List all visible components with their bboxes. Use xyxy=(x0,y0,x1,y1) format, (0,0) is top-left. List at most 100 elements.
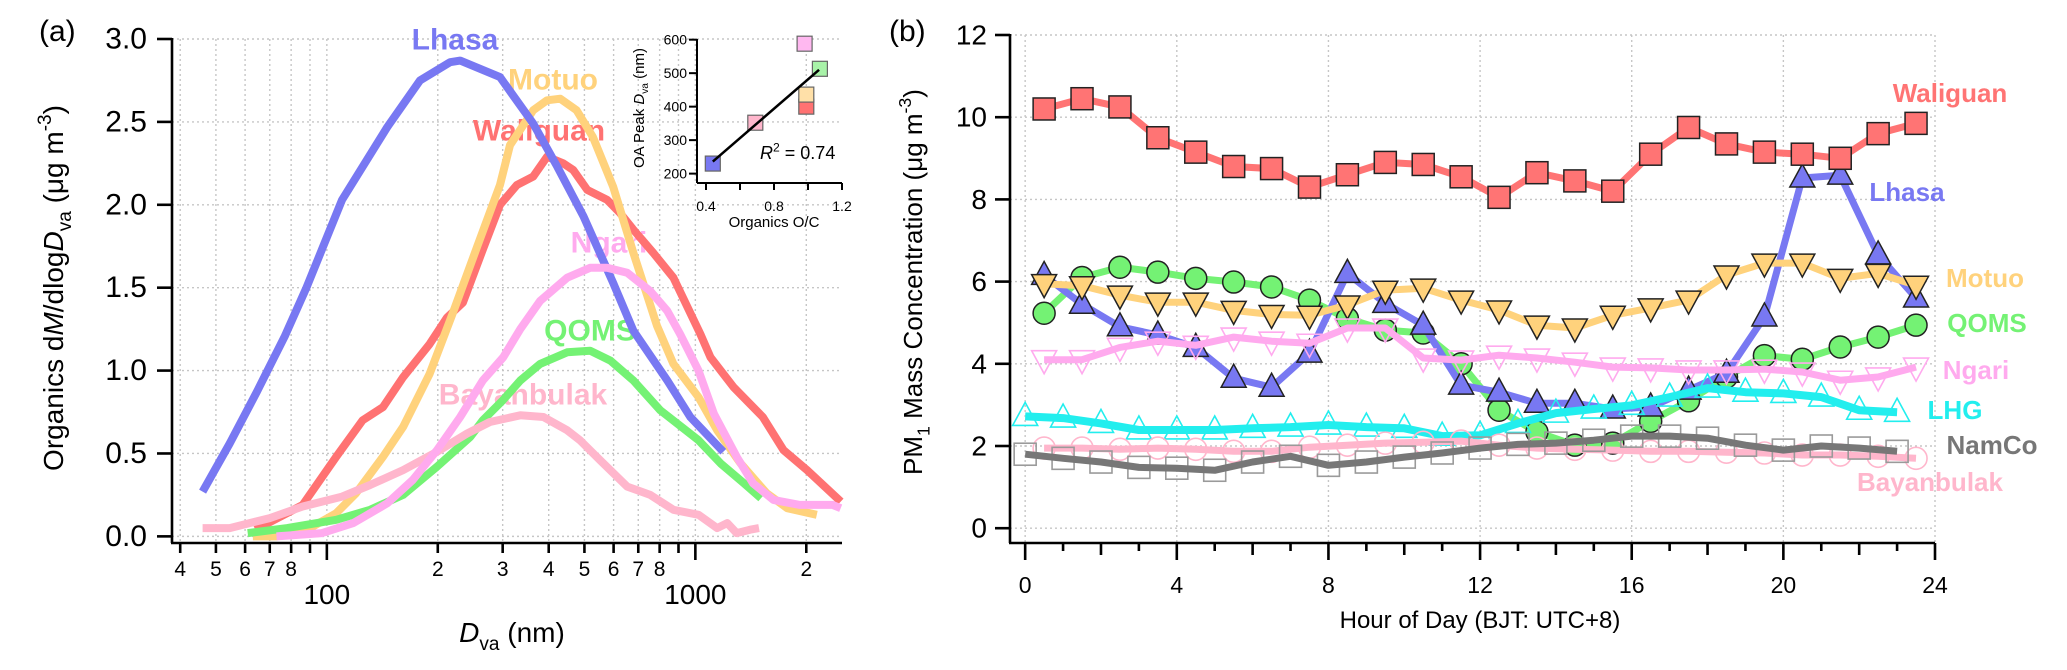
data-point-motuo xyxy=(1599,305,1627,331)
data-point-waliguan xyxy=(1259,156,1284,181)
x-tick-label: 100 xyxy=(303,579,350,610)
series-label-lhg: LHG xyxy=(1928,395,1983,425)
data-point-motuo xyxy=(1674,290,1703,316)
data-point-motuo xyxy=(1409,278,1437,304)
series-line-ngari xyxy=(276,263,843,541)
data-point-motuo xyxy=(1144,292,1172,318)
y-axis-title-segment: M xyxy=(38,312,69,336)
x-tick-label: 4 xyxy=(543,558,555,581)
data-point-lhasa xyxy=(1788,162,1817,188)
x-tick-label: 5 xyxy=(579,558,591,581)
x-tick-label: 6 xyxy=(608,558,620,581)
data-point-motuo xyxy=(1030,273,1058,300)
y-tick-label: 3.0 xyxy=(105,23,147,56)
data-point-motuo xyxy=(1902,275,1930,301)
series-label-motuo: Motuo xyxy=(1946,263,2024,293)
x-tick-label: 5 xyxy=(210,558,222,581)
series-line-namco xyxy=(1024,432,1898,474)
inset-r-squared-label-segment: = 0.74 xyxy=(780,143,836,163)
data-point-motuo xyxy=(1826,268,1854,294)
y-axis-title-segment: -3 xyxy=(35,114,56,131)
inset-y-axis-title-segment: (nm) xyxy=(631,48,648,83)
inset-point-motuo xyxy=(798,86,815,103)
series-motuo xyxy=(1030,253,1930,344)
data-point-waliguan xyxy=(1297,175,1322,199)
data-point-motuo xyxy=(1864,263,1892,289)
data-point-waliguan xyxy=(1335,162,1360,187)
series-lhg xyxy=(1011,372,1911,446)
data-point-qoms xyxy=(1904,313,1928,337)
x-axis-title: Dva (nm) xyxy=(459,617,565,655)
x-tick-label: 8 xyxy=(285,558,297,581)
data-point-motuo xyxy=(1712,265,1741,291)
series-line-ngari xyxy=(1044,324,1917,384)
data-point-waliguan xyxy=(1032,97,1056,121)
x-tick-label: 2 xyxy=(800,558,812,581)
data-point-qoms xyxy=(1487,398,1511,422)
data-point-waliguan xyxy=(1184,140,1208,164)
data-point-qoms xyxy=(1828,335,1852,359)
x-axis-title-segment: D xyxy=(459,617,479,648)
data-point-motuo xyxy=(1181,292,1210,318)
x-axis-title-segment: va xyxy=(479,634,500,655)
data-point-qoms xyxy=(1259,275,1284,299)
y-axis-title-segment: /dlog xyxy=(38,252,69,313)
inset-x-tick-label: 0.4 xyxy=(696,198,716,214)
data-point-waliguan xyxy=(1411,152,1435,177)
inset-y-axis-title-segment: OA Peak xyxy=(631,105,648,168)
inset-point-ngari xyxy=(796,35,813,52)
data-point-motuo xyxy=(1523,315,1551,341)
data-point-motuo xyxy=(1219,300,1248,326)
series-line-motuo xyxy=(252,94,818,541)
x-axis-title: Hour of Day (BJT: UTC+8) xyxy=(1340,607,1621,634)
data-point-lhasa xyxy=(1750,301,1779,327)
data-point-waliguan xyxy=(1525,160,1549,185)
series-line-lhasa xyxy=(199,56,727,494)
y-tick-label: 4 xyxy=(971,348,987,379)
data-point-waliguan xyxy=(1070,86,1094,111)
data-point-qoms xyxy=(1221,270,1246,294)
inset-y-tick-label: 400 xyxy=(664,99,688,115)
data-point-motuo xyxy=(1485,300,1513,326)
curve-label-qoms: QOMS xyxy=(544,315,636,348)
data-point-motuo xyxy=(1295,305,1324,331)
y-tick-label: 0 xyxy=(971,513,987,544)
series-line-bayanbulak xyxy=(202,411,760,538)
data-point-waliguan xyxy=(1790,142,1815,166)
series-label-qoms: QOMS xyxy=(1947,308,2026,338)
data-point-waliguan xyxy=(1828,146,1852,171)
inset-y-tick-label: 200 xyxy=(664,166,688,182)
data-point-waliguan xyxy=(1373,150,1398,175)
x-tick-label: 2 xyxy=(432,558,444,581)
inset-fit-line xyxy=(711,68,820,163)
data-point-qoms xyxy=(1866,325,1890,349)
x-tick-label: 0 xyxy=(1019,572,1032,598)
x-tick-label: 8 xyxy=(654,558,666,581)
y-tick-label: 2.5 xyxy=(105,105,147,138)
data-point-waliguan xyxy=(1108,95,1132,119)
y-axis-title-segment: ) xyxy=(898,89,928,98)
series-line-lhg xyxy=(1025,384,1898,441)
data-point-motuo xyxy=(1068,275,1096,302)
data-point-lhasa xyxy=(1295,337,1324,363)
data-point-lhasa xyxy=(1409,309,1437,335)
data-point-motuo xyxy=(1788,253,1817,279)
panel-b-grid xyxy=(1010,34,1936,543)
data-point-motuo xyxy=(1106,285,1134,311)
y-axis-title-segment: PM xyxy=(898,436,928,475)
x-tick-label: 6 xyxy=(239,558,251,581)
inset-y-tick-label: 600 xyxy=(664,32,688,48)
panel-b-series xyxy=(1011,86,1930,483)
data-point-waliguan xyxy=(1563,169,1587,193)
y-axis-title-segment: ) xyxy=(38,105,69,114)
y-axis-title: Organics dM/dlogDva (μg m-3) xyxy=(35,105,76,471)
series-label-ngari: Ngari xyxy=(1943,355,2009,385)
y-tick-label: 2.0 xyxy=(105,188,147,221)
inset-x-axis-title-segment: Organics O/C xyxy=(729,214,820,231)
